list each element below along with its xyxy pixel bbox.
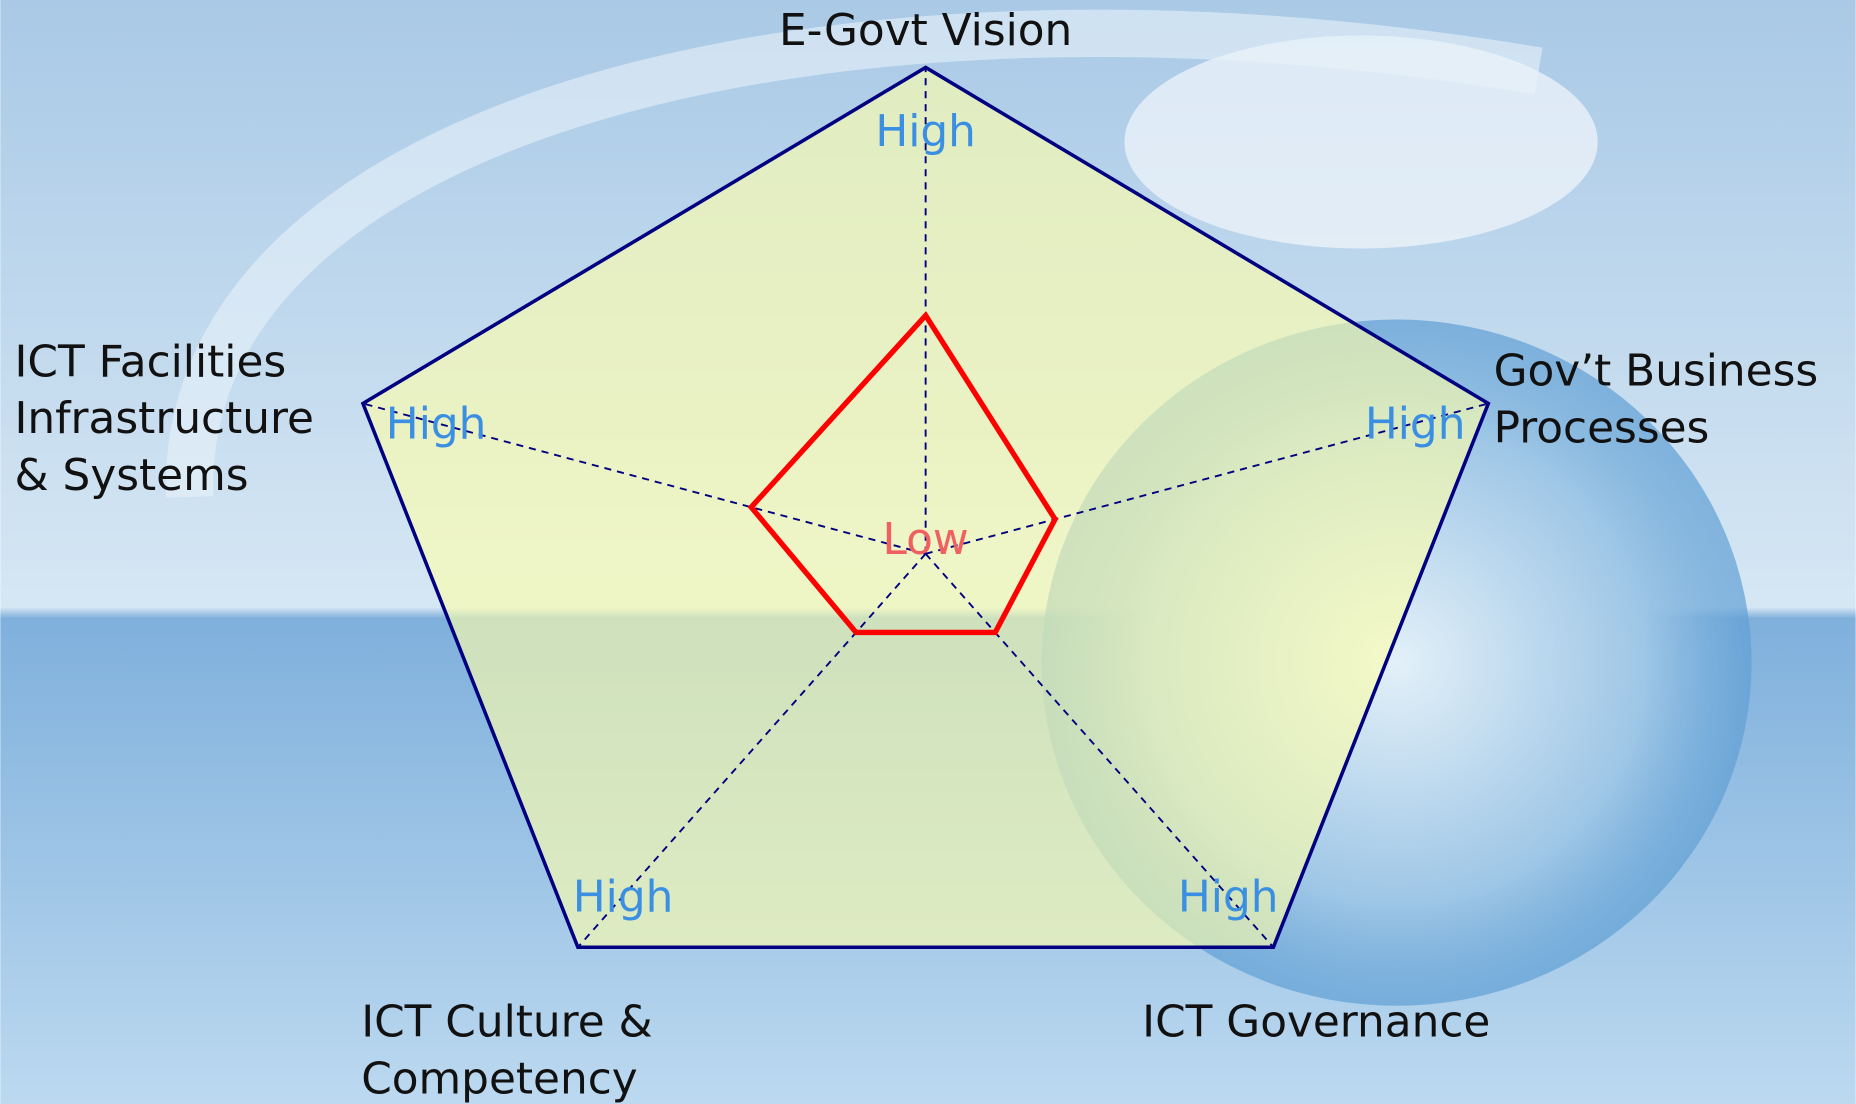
low-tick-label: Low: [883, 514, 969, 565]
axis-line: [577, 553, 927, 948]
category-label: E-Govt Vision: [779, 5, 1072, 56]
high-tick-label: High: [1365, 398, 1466, 449]
high-tick-label: High: [573, 871, 674, 922]
outer-frame: [360, 65, 1491, 949]
category-label: ICT Governance: [1142, 997, 1490, 1048]
category-label: ICT Culture & Competency: [361, 997, 652, 1104]
category-label: Gov’t Business Processes: [1494, 346, 1819, 454]
category-label: ICT Facilities Infrastructure & Systems: [15, 336, 314, 501]
axis-line: [925, 402, 1489, 555]
cloud-decoration: [1124, 35, 1598, 249]
axis-line: [924, 553, 1275, 948]
high-tick-label: High: [1178, 871, 1279, 922]
high-tick-label: High: [875, 106, 976, 157]
plot: High High High High High Low E-Govt Vision Gov’…: [15, 5, 1819, 1104]
swoosh-decoration: [165, 9, 1543, 498]
axis-line: [362, 402, 926, 555]
high-tick-label: High: [386, 398, 487, 449]
data-polygon: [747, 311, 1059, 636]
